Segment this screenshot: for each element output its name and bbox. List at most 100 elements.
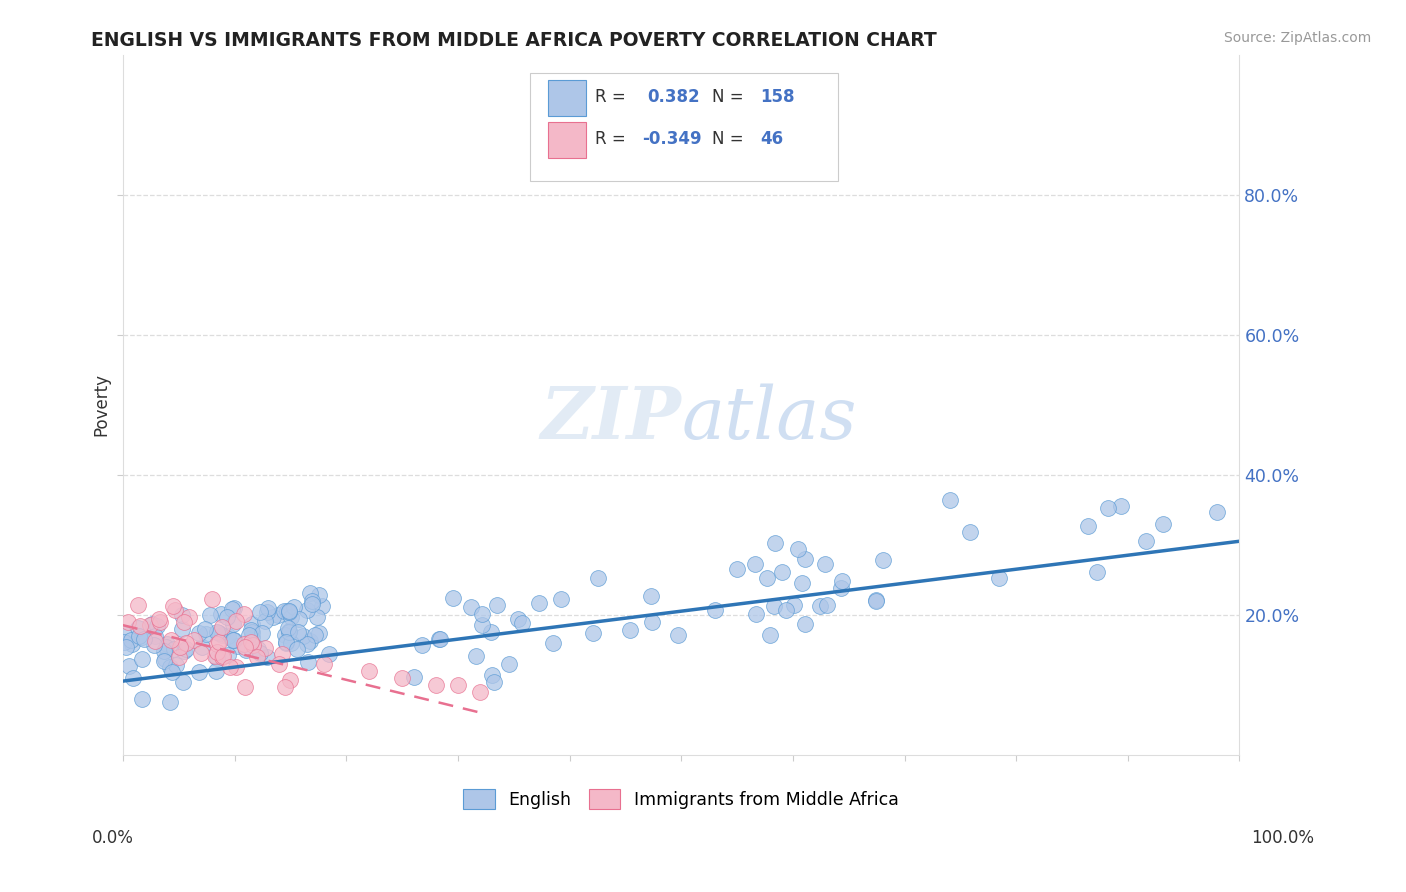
Point [292, 630, 315, 644]
Point [301, 597, 323, 611]
Point [143, 629, 166, 643]
Point [280, 636, 302, 650]
Point [170, 622, 193, 636]
Point [808, 599, 831, 613]
Point [273, 604, 295, 618]
Point [298, 586, 321, 600]
Point [1097, 501, 1119, 516]
Point [758, 628, 780, 642]
Point [211, 648, 233, 663]
Point [187, 665, 209, 679]
FancyBboxPatch shape [548, 79, 586, 116]
Point [159, 659, 181, 673]
Point [191, 640, 214, 654]
Point [225, 659, 247, 673]
Point [127, 621, 149, 635]
Point [217, 648, 239, 662]
Point [222, 617, 245, 632]
Point [143, 634, 166, 648]
Point [118, 659, 141, 673]
Point [792, 576, 814, 591]
Point [174, 636, 197, 650]
Point [162, 642, 184, 657]
Point [318, 647, 340, 661]
Point [225, 615, 247, 629]
Point [865, 594, 887, 608]
Point [460, 600, 482, 615]
Point [131, 630, 153, 644]
Text: 0.382: 0.382 [648, 88, 700, 106]
Point [831, 574, 853, 589]
Point [240, 616, 263, 631]
Point [666, 627, 689, 641]
Point [239, 624, 262, 638]
Point [274, 627, 297, 641]
Text: 46: 46 [761, 130, 783, 148]
Point [132, 632, 155, 647]
Point [481, 668, 503, 682]
Point [277, 621, 299, 635]
Point [278, 625, 301, 640]
Point [297, 655, 319, 669]
Point [510, 616, 533, 631]
Point [782, 598, 804, 612]
Point [262, 610, 284, 624]
Point [155, 640, 177, 654]
Point [271, 647, 294, 661]
Point [775, 603, 797, 617]
Point [763, 535, 786, 549]
Point [253, 640, 276, 655]
Point [391, 671, 413, 685]
Point [252, 626, 274, 640]
Text: ENGLISH VS IMMIGRANTS FROM MIDDLE AFRICA POVERTY CORRELATION CHART: ENGLISH VS IMMIGRANTS FROM MIDDLE AFRICA… [91, 31, 938, 50]
Text: N =: N = [713, 88, 744, 106]
Point [159, 695, 181, 709]
Point [187, 625, 209, 640]
Point [470, 684, 492, 698]
Point [205, 665, 228, 679]
Point [471, 617, 494, 632]
Point [208, 635, 231, 649]
Point [198, 607, 221, 622]
Point [249, 646, 271, 660]
Point [211, 620, 233, 634]
Point [209, 607, 232, 622]
Point [127, 598, 149, 612]
Point [208, 626, 231, 640]
Point [177, 609, 200, 624]
Point [117, 615, 139, 629]
Point [278, 606, 301, 620]
Point [269, 657, 291, 671]
Point [221, 602, 243, 616]
Point [814, 557, 837, 571]
Point [447, 678, 470, 692]
FancyBboxPatch shape [530, 72, 838, 181]
Text: 100.0%: 100.0% [1251, 829, 1315, 847]
Point [471, 607, 494, 622]
Point [770, 565, 793, 579]
Point [170, 607, 193, 622]
Point [128, 629, 150, 643]
Point [479, 624, 502, 639]
Point [211, 628, 233, 642]
Point [725, 562, 748, 576]
Point [441, 591, 464, 605]
Point [939, 493, 962, 508]
Point [256, 650, 278, 665]
Point [141, 617, 163, 632]
Point [149, 615, 172, 629]
Point [246, 649, 269, 664]
Point [112, 635, 135, 649]
Point [640, 589, 662, 603]
Point [274, 634, 297, 648]
Point [787, 542, 810, 557]
Point [256, 600, 278, 615]
Point [163, 603, 186, 617]
Point [131, 652, 153, 666]
Point [204, 649, 226, 664]
Point [295, 603, 318, 617]
Point [865, 592, 887, 607]
Point [1135, 533, 1157, 548]
Point [128, 618, 150, 632]
Point [169, 640, 191, 654]
